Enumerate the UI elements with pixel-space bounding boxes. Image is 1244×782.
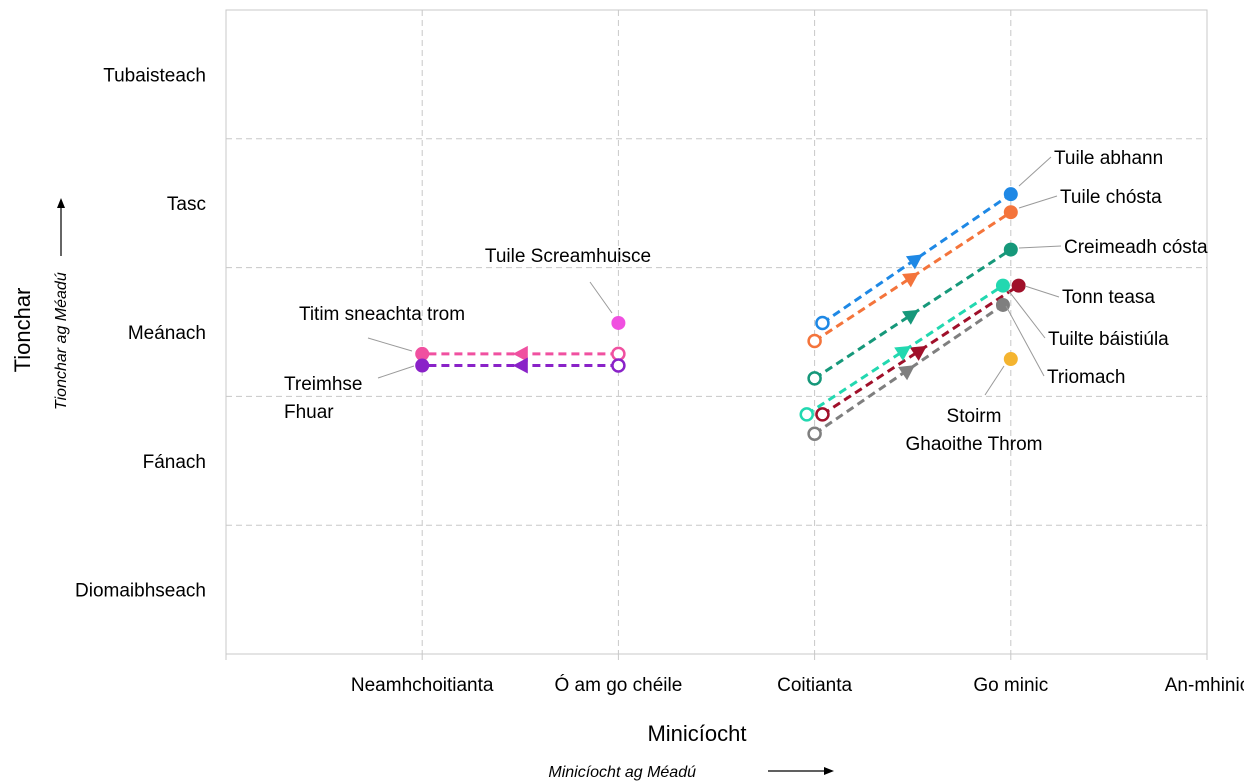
- x-increase-arrow: [768, 767, 834, 775]
- series-3: [815, 278, 1026, 422]
- y-tick-label: Meánach: [128, 323, 206, 344]
- series-2: [807, 242, 1018, 386]
- start-point: [807, 426, 822, 442]
- end-point: [415, 346, 430, 361]
- direction-arrow: [894, 345, 912, 361]
- series-6: [415, 345, 626, 362]
- label-layer: Tuile abhann Tuile chósta Creimeadh cósta T…: [284, 148, 1208, 455]
- leader-line: [377, 365, 415, 379]
- start-point: [611, 358, 626, 373]
- direction-arrow: [512, 357, 528, 374]
- series-7: [415, 357, 626, 374]
- data-label: Stoirm: [947, 406, 1002, 427]
- end-point: [1003, 242, 1018, 257]
- series-5: [807, 297, 1010, 442]
- x-tick-label: An-mhinic: [1165, 675, 1244, 696]
- y-axis-subtitle: Tionchar ag Méadú: [53, 272, 70, 410]
- y-increase-arrow: [57, 198, 65, 256]
- x-tick-label: Ó am go chéile: [555, 674, 683, 696]
- direction-arrow: [905, 254, 923, 270]
- y-tick-label: Fánach: [143, 452, 206, 473]
- data-label: Treimhse: [284, 374, 362, 395]
- series-0: [815, 187, 1018, 331]
- direction-arrow: [902, 272, 919, 288]
- leader-line: [367, 337, 413, 352]
- x-tick-label: Go minic: [973, 675, 1048, 696]
- start-point: [611, 346, 626, 362]
- start-point: [799, 407, 815, 422]
- end-point: [415, 358, 430, 373]
- leader-line: [1018, 245, 1062, 249]
- direction-arrow: [898, 365, 915, 381]
- y-tick-label: Tubaisteach: [103, 65, 206, 86]
- leader-line: [1007, 289, 1046, 339]
- x-axis-subtitle: Minicíocht ag Méadú: [548, 764, 696, 781]
- y-tick-label: Diomaibhseach: [75, 581, 206, 602]
- end-point: [1011, 278, 1026, 293]
- single-point-1: [1003, 352, 1018, 367]
- leader-line: [1005, 305, 1045, 377]
- series-4: [799, 278, 1010, 422]
- end-point: [995, 278, 1010, 293]
- end-point: [1003, 205, 1018, 220]
- end-point: [995, 297, 1010, 312]
- x-axis-title: Minicíocht: [647, 721, 746, 746]
- data-label: Tuile abhann: [1054, 148, 1163, 169]
- series-layer: [415, 187, 1026, 442]
- start-point: [815, 407, 830, 422]
- leader-line: [984, 365, 1005, 396]
- data-label: Tuile Screamhuisce: [485, 246, 651, 267]
- leader-line: [1024, 285, 1060, 298]
- data-label: Triomach: [1047, 367, 1125, 388]
- data-label: Creimeadh cósta: [1064, 237, 1208, 258]
- y-axis-title: Tionchar: [10, 288, 35, 373]
- end-point: [1003, 187, 1018, 202]
- leader-line: [1018, 156, 1052, 187]
- data-label: Ghaoithe Throm: [906, 434, 1043, 455]
- direction-arrow: [909, 345, 927, 361]
- data-label: Titim sneachta trom: [299, 304, 465, 325]
- start-point: [807, 333, 822, 349]
- leader-line: [1018, 195, 1058, 209]
- grid-layer: [225, 9, 1208, 660]
- start-point: [807, 371, 822, 386]
- direction-arrow: [512, 345, 528, 362]
- x-tick-label: Coitianta: [777, 675, 852, 696]
- direction-arrow: [902, 309, 919, 325]
- start-point: [815, 315, 830, 331]
- data-label: Tuile chósta: [1060, 187, 1162, 208]
- tick-layer: Neamhchoitianta Ó am go chéile Coitianta Go…: [75, 65, 1244, 696]
- data-label: Tonn teasa: [1062, 287, 1155, 308]
- leader-line: [589, 281, 613, 314]
- plot-frame: [225, 9, 1208, 655]
- x-tick-label: Neamhchoitianta: [351, 675, 494, 696]
- y-tick-label: Tasc: [167, 194, 206, 215]
- data-label: Fhuar: [284, 402, 334, 423]
- single-point-0: [611, 315, 626, 330]
- series-1: [807, 205, 1018, 349]
- data-label: Tuilte báistiúla: [1048, 329, 1169, 350]
